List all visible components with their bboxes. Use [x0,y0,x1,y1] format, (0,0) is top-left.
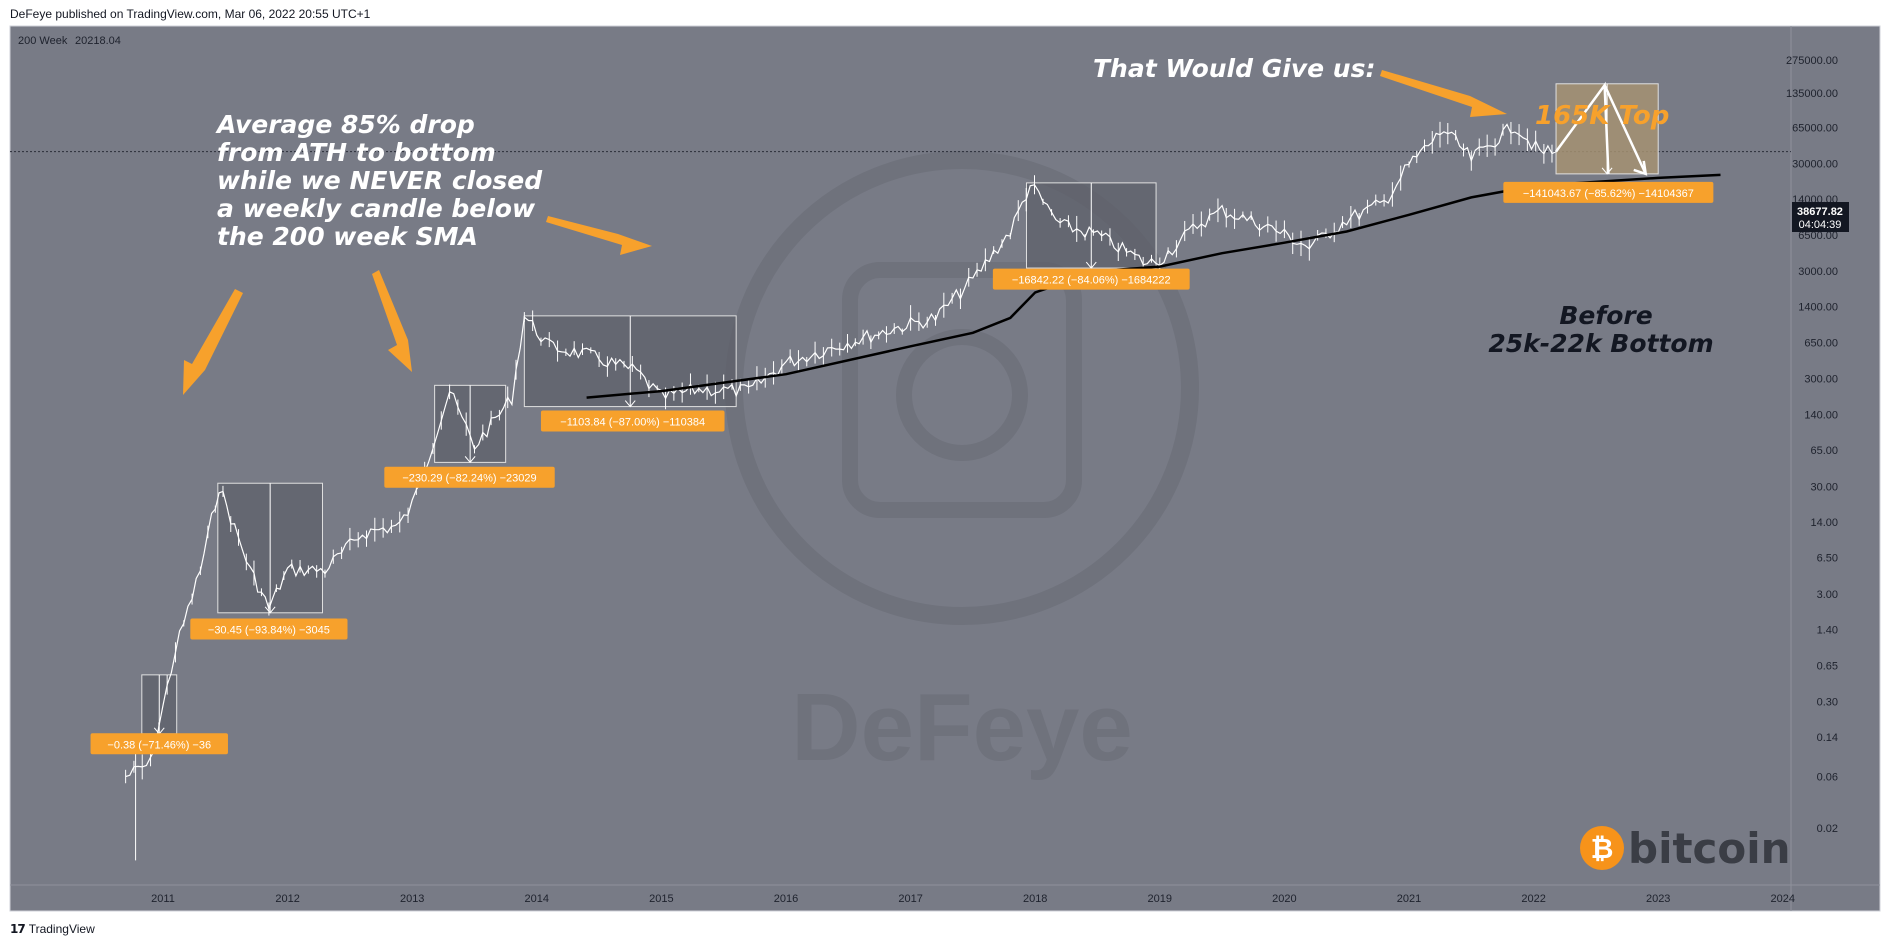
drawdown-label: −1103.84 (−87.00%) −110384 [560,416,705,428]
drawdown-label-bg [384,466,555,488]
price-badge-countdown: 04:04:39 [1799,219,1842,231]
price-series [125,121,1557,861]
bitcoin-logo: ₿ bitcoin [1580,824,1791,873]
drawdown-label-bg [540,410,725,432]
drop-note-line-3: while we NEVER closed [217,166,543,195]
arrow-left-1 [183,289,243,395]
y-tick-label: 0.65 [1817,660,1838,672]
projection-arrowhead [1633,160,1648,176]
footer: 17 TradingView [10,922,95,936]
annotation-drop-note: Average 85% drop from ATH to bottom whil… [215,110,543,251]
drop-note-line-2: from ATH to bottom [217,138,496,167]
projection-line [1554,81,1647,175]
indicator-legend[interactable]: 200 Week 20218.04 [18,35,121,47]
x-tick-label: 2018 [1023,893,1047,905]
x-tick-label: 2015 [649,893,673,905]
x-tick-label: 2014 [525,893,549,905]
drawdown-label-bg [992,268,1190,290]
x-tick-label: 2021 [1397,893,1421,905]
drawdown-measure-arrow [264,606,276,614]
drawdown-label: −230.29 (−82.24%) −23029 [402,473,536,485]
x-tick-label: 2022 [1521,893,1545,905]
indicator-name: 200 Week [18,35,68,47]
bottom-note-line-1: Before [1559,301,1652,330]
price-badge-price: 38677.82 [1797,206,1843,218]
y-tick-label: 275000.00 [1786,55,1838,67]
arrow-right-main [546,216,652,255]
y-tick-label: 140.00 [1804,409,1838,421]
drawdown-measure-arrow [1085,261,1097,269]
x-tick-label: 2012 [275,893,299,905]
y-tick-label: 14.00 [1810,517,1838,529]
watermark-eye-frame [842,262,1082,518]
y-tick-label: 3000.00 [1798,266,1838,278]
bottom-note: Before 25k-22k Bottom [1488,301,1713,358]
drawdown-label-bg [1503,181,1714,203]
arrow-right-projection [1380,70,1507,117]
drawdown-labels: −0.38 (−71.46%) −36 −30.45 (−93.84%) −304… [90,181,1714,755]
drawdown-label-bg [90,733,228,755]
watermark-group: DeFeye [725,151,1199,781]
x-tick-label: 2020 [1272,893,1296,905]
annotation-arrows [183,70,1507,395]
bitcoin-logo-text: bitcoin [1628,824,1791,873]
drawdown-measure-arrow [464,456,476,464]
projection-series [1554,81,1648,176]
drawdown-label: −0.38 (−71.46%) −36 [107,739,211,751]
x-tick-label: 2017 [898,893,922,905]
y-tick-label: 0.30 [1817,696,1838,708]
drop-note-line-1: Average 85% drop [215,110,475,139]
drop-note-line-5: the 200 week SMA [217,222,478,251]
y-tick-label: 30.00 [1810,481,1838,493]
y-tick-label: 650.00 [1804,338,1838,350]
axis-ticks: 2011 2012 2013 2014 2015 2016 2017 2018 2019 2020… [151,55,1838,905]
drawdown-label: −30.45 (−93.84%) −3045 [208,624,330,636]
y-tick-label: 1400.00 [1798,302,1838,314]
drawdown-label: −16842.22 (−84.06%) −1684222 [1012,275,1171,287]
price-badge: 38677.82 04:04:39 [1792,202,1849,232]
footer-brand: TradingView [28,922,95,936]
publisher-line: DeFeye published on TradingView.com, Mar… [10,7,371,21]
drawdown-measure-arrow [624,400,636,408]
x-tick-label: 2024 [1771,893,1795,905]
x-tick-label: 2019 [1148,893,1172,905]
bottom-note-line-2: 25k-22k Bottom [1488,329,1713,358]
watermark-text: DeFeye [791,674,1133,781]
y-tick-label: 30000.00 [1792,158,1838,170]
price-badge-bg [1792,202,1849,232]
x-tick-label: 2016 [774,893,798,905]
y-tick-label: 300.00 [1804,374,1838,386]
projection-note: That Would Give us: [1093,54,1375,83]
indicator-value: 20218.04 [75,35,121,47]
x-tick-label: 2013 [400,893,424,905]
drawdown-label: −141043.67 (−85.62%) −14104367 [1523,188,1694,200]
y-tick-label: 0.02 [1817,823,1838,835]
y-tick-label: 135000.00 [1786,88,1838,100]
arrow-left-2 [372,270,412,372]
y-tick-label: 65000.00 [1792,122,1838,134]
top-label: 165K Top [1535,101,1669,131]
drawdown-label-bg [190,618,348,640]
y-tick-label: 0.14 [1817,732,1838,744]
y-tick-label: 1.40 [1817,624,1838,636]
tradingview-logo-icon: 17 [10,922,26,936]
drawdown-boxes [141,83,1659,735]
y-tick-label: 65.00 [1810,445,1838,457]
y-tick-label: 0.06 [1817,772,1838,784]
y-tick-label: 6500.00 [1798,230,1838,242]
drop-note-line-4: a weekly candle below [217,194,536,223]
x-tick-label: 2011 [151,893,175,905]
bitcoin-logo-icon [1580,826,1624,870]
drawdown-measure-arrow [1601,167,1613,175]
y-tick-label: 6.50 [1817,553,1838,565]
y-tick-label: 3.00 [1817,589,1838,601]
watermark-eye-pupil [896,329,1028,461]
price-line [125,123,1557,778]
x-tick-label: 2023 [1646,893,1670,905]
bitcoin-logo-symbol: ₿ [1591,832,1614,865]
